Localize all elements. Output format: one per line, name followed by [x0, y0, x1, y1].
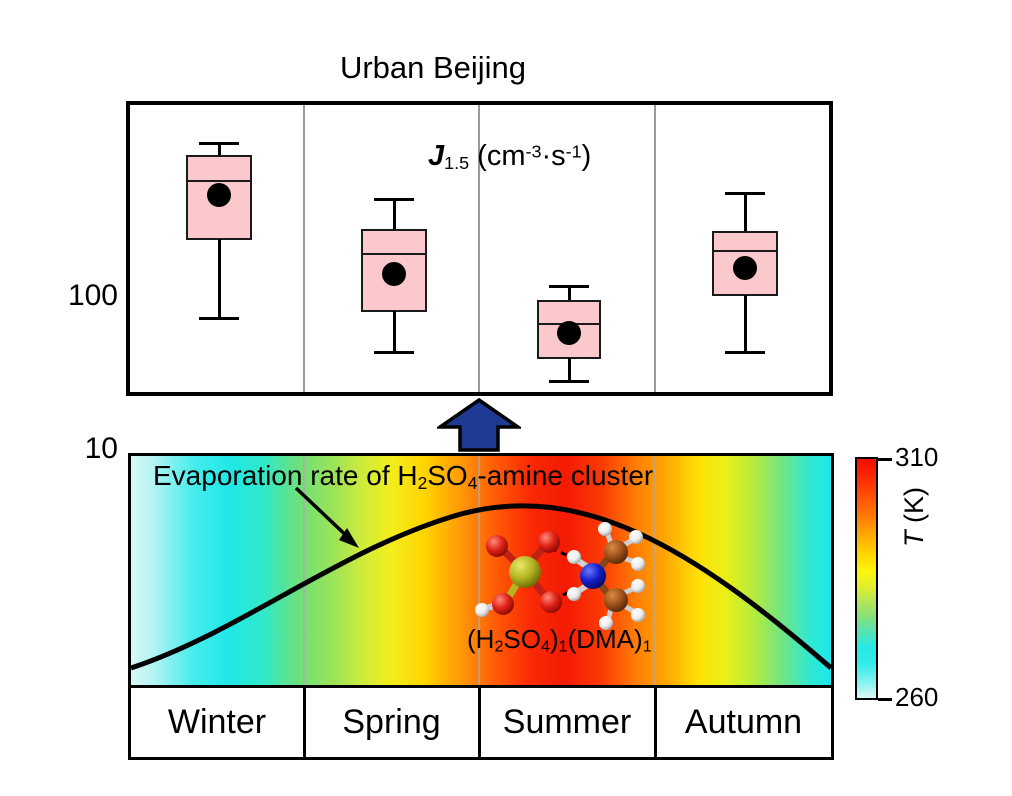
- atom-nitrogen: [580, 563, 606, 589]
- evap-text-2: SO: [427, 460, 468, 491]
- colorbar-gradient: [855, 457, 878, 700]
- whisker-cap-lower: [549, 380, 589, 383]
- boxplot-summer: [537, 105, 601, 395]
- atom-hydrogen: [631, 579, 645, 593]
- panel-divider: [303, 105, 305, 392]
- colorbar-label-max: 310: [895, 442, 939, 472]
- panel-divider: [478, 105, 480, 392]
- whisker-lower: [567, 358, 571, 382]
- formula-p2: SO: [503, 624, 541, 654]
- whisker-lower: [392, 311, 396, 354]
- season-label-summer: Summer: [502, 703, 632, 741]
- j-symbol: J: [428, 140, 445, 172]
- atom-carbon: [604, 540, 628, 564]
- panel-divider: [303, 456, 305, 685]
- units-mid: ·s: [541, 140, 566, 172]
- atom-hydrogen: [567, 550, 581, 564]
- evaporation-caption: Evaporation rate of H2SO4-amine cluster: [153, 462, 653, 492]
- atom-hydrogen: [631, 557, 645, 571]
- colorbar-label-min: 260: [895, 682, 939, 712]
- mean-marker: [207, 183, 231, 207]
- evap-text-1: Evaporation rate of H: [153, 460, 418, 491]
- figure-title: Urban Beijing: [339, 50, 527, 85]
- units-close: ): [581, 140, 592, 172]
- atom-hydrogen: [567, 587, 581, 601]
- y-tick-label-100: 100: [67, 279, 118, 312]
- whisker-upper: [392, 198, 396, 230]
- annotation-arrow-icon: [294, 486, 359, 548]
- season-separator: [654, 688, 657, 757]
- formula-p4: (DMA): [567, 624, 643, 654]
- colorbar-tick-max: [878, 458, 892, 461]
- colorbar-tick-min: [878, 698, 892, 701]
- units-exp-2: -1: [565, 141, 582, 162]
- temperature-panel: Evaporation rate of H2SO4-amine cluster: [128, 453, 834, 760]
- whisker-upper: [743, 192, 747, 233]
- formula-s2: 4: [540, 637, 550, 656]
- median-line: [361, 253, 427, 255]
- temperature-gradient: Evaporation rate of H2SO4-amine cluster: [131, 456, 831, 685]
- y-axis-labels: 100 10: [0, 101, 118, 464]
- atom-oxygen: [492, 593, 514, 615]
- atom-oxygen: [486, 535, 508, 557]
- median-line: [712, 250, 778, 252]
- blue-up-arrow-icon: [434, 397, 524, 452]
- evaporation-rate-curve: [131, 486, 831, 671]
- formula-s4: 1: [642, 637, 652, 656]
- evap-sub-1: 2: [417, 472, 428, 493]
- boxplot-autumn: [712, 105, 778, 395]
- atom-hydrogen: [599, 616, 613, 630]
- evap-sub-2: 4: [467, 472, 478, 493]
- atom-hydrogen: [629, 530, 643, 544]
- formula-s3: 1: [558, 637, 568, 656]
- atom-sulfur: [509, 556, 541, 588]
- whisker-upper: [217, 142, 221, 156]
- atom-oxygen: [540, 591, 562, 613]
- atom-hydrogen: [475, 603, 489, 617]
- season-label-autumn: Autumn: [684, 703, 803, 741]
- panel-divider: [654, 456, 656, 685]
- atom-oxygen: [538, 531, 560, 553]
- units-open: (cm: [469, 140, 526, 172]
- molecule-h2so4-dma-icon: [475, 522, 645, 630]
- mean-marker: [733, 256, 757, 280]
- colorbar-symbol: T: [899, 530, 929, 548]
- cluster-formula-label: (H2SO4)1(DMA)1: [467, 626, 652, 655]
- panel-divider: [654, 105, 656, 392]
- whisker-upper: [567, 285, 571, 302]
- colorbar-units: (K): [899, 487, 929, 531]
- units-exp-1: -3: [525, 141, 542, 162]
- atom-hydrogen: [598, 522, 612, 536]
- season-label-winter: Winter: [167, 703, 267, 741]
- atom-carbon: [604, 588, 628, 612]
- mean-marker: [557, 321, 581, 345]
- evap-text-3: -amine cluster: [477, 460, 654, 491]
- season-label-spring: Spring: [342, 703, 441, 741]
- atom-hydrogen: [631, 608, 645, 622]
- season-separator: [303, 688, 306, 757]
- j-subscript: 1.5: [444, 152, 470, 173]
- formula-p3: ): [549, 624, 559, 654]
- whisker-lower: [217, 239, 221, 319]
- temperature-colorbar: 310 260 T (K): [855, 444, 1005, 713]
- median-line: [186, 180, 252, 182]
- formula-s1: 2: [494, 637, 504, 656]
- mean-marker: [382, 262, 406, 286]
- panel-divider: [478, 456, 480, 685]
- formula-p1: (H: [467, 624, 495, 654]
- whisker-lower: [743, 295, 747, 353]
- whisker-cap-lower: [374, 351, 414, 354]
- j-axis-label: J1.5 (cm-3·s-1): [428, 142, 591, 172]
- whisker-cap-lower: [199, 317, 239, 320]
- colorbar-axis-title: T (K): [899, 487, 930, 547]
- season-separator: [478, 688, 481, 757]
- boxplot-spring: [361, 105, 427, 395]
- season-label-row: Winter Spring Summer Autumn: [131, 685, 831, 757]
- boxplot-panel: J1.5 (cm-3·s-1): [126, 101, 833, 396]
- boxplot-winter: [186, 105, 252, 395]
- y-tick-label-10: 10: [84, 432, 118, 465]
- whisker-cap-lower: [725, 351, 765, 354]
